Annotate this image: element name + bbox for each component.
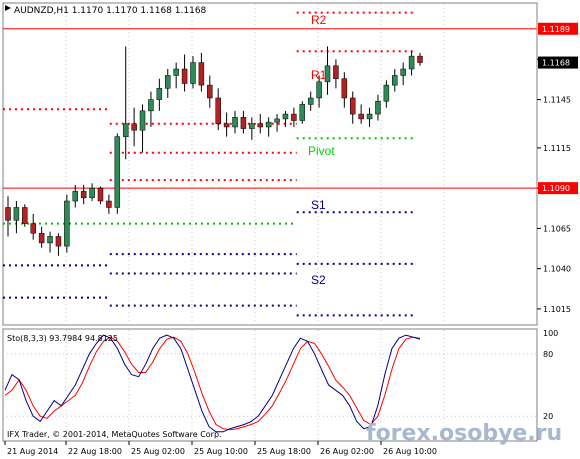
- candle-body: [30, 223, 36, 234]
- candle-body: [173, 68, 179, 76]
- candle-body: [80, 191, 87, 199]
- candle-body: [89, 187, 95, 199]
- price-axis[interactable]: 1.11701.11451.11151.10901.10651.10401.10…: [536, 3, 578, 325]
- price-tick-label: 1.1015: [543, 305, 571, 314]
- candle-body: [282, 113, 289, 120]
- time-tick-label: 26 Aug 02:00: [320, 447, 374, 456]
- candle-body: [190, 62, 196, 84]
- candle-body: [232, 117, 238, 128]
- candle-body: [38, 232, 45, 244]
- candle-body: [97, 187, 104, 202]
- chart-menu-arrow-icon[interactable]: [5, 5, 11, 11]
- candle-body: [114, 136, 121, 208]
- candle-body: [417, 55, 423, 63]
- stochastic-main-line: [4, 334, 421, 433]
- price-tag-label: 1.1090: [542, 184, 570, 193]
- candle-body: [358, 113, 364, 120]
- stochastic-signal-line: [4, 336, 421, 431]
- watermark-text: forex.osobye.ru: [366, 421, 562, 446]
- candle-body: [122, 123, 129, 137]
- candle-body: [240, 117, 247, 129]
- candle-body: [139, 110, 146, 131]
- candle-body: [156, 88, 163, 100]
- stochastic-tick-label: 80: [543, 350, 553, 359]
- stochastic-tick-label: 20: [543, 412, 553, 421]
- candle-body: [333, 65, 339, 79]
- stochastic-axis: 100 80 20: [536, 329, 558, 441]
- stochastic-series: [4, 334, 421, 433]
- time-tick-label: 25 Aug 10:00: [194, 447, 248, 456]
- level-label-r2: R2: [311, 13, 327, 27]
- candle-body: [408, 55, 415, 70]
- symbol-header: AUDNZD,H1 1.1170 1.1170 1.1168 1.1168: [14, 6, 207, 16]
- indicator-label: Sto(8,3,3) 93.7984 94.8125: [7, 334, 118, 343]
- price-tick-label: 1.1065: [543, 224, 571, 233]
- time-tick-label: 25 Aug 02:00: [131, 447, 185, 456]
- candle-body: [64, 200, 70, 247]
- level-label-s1: S1: [311, 198, 326, 212]
- candle-body: [165, 75, 171, 89]
- time-axis: 21 Aug 2014 22 Aug 18:00 25 Aug 02:00 25 Au…: [4, 441, 437, 456]
- candle-body: [215, 97, 221, 124]
- price-tag-label: 1.1168: [542, 59, 570, 68]
- candle-body: [265, 121, 272, 128]
- stochastic-tick-label: 100: [543, 329, 558, 338]
- candle-body: [383, 84, 390, 102]
- price-panel-frame: [2, 2, 538, 326]
- price-tag: [538, 22, 578, 35]
- level-label-s2: S2: [311, 273, 326, 287]
- candle-body: [47, 236, 53, 244]
- candle-body: [316, 81, 322, 99]
- price-grid: [65, 4, 445, 324]
- candle-body: [5, 207, 11, 221]
- candle-body: [207, 84, 213, 99]
- candle-body: [299, 104, 306, 121]
- candle-body: [148, 99, 154, 112]
- candle-body: [55, 236, 62, 247]
- candle-body: [375, 100, 381, 115]
- candle-body: [72, 191, 79, 202]
- candle-body: [324, 65, 331, 83]
- candle-body: [341, 78, 348, 99]
- price-tick-label: 1.1145: [543, 96, 571, 105]
- candle-body: [349, 97, 356, 115]
- candle-body: [392, 75, 398, 86]
- price-tag: [538, 56, 578, 69]
- level-label-r1: R1: [311, 68, 327, 82]
- candle-body: [307, 97, 314, 105]
- candle-body: [366, 113, 373, 120]
- candle-body: [22, 207, 28, 224]
- stochastic-grid: [3, 330, 537, 440]
- candle-body: [274, 118, 280, 123]
- candle-body: [223, 123, 230, 128]
- price-tick-label: 1.1115: [543, 144, 571, 153]
- price-tick-label: 1.1040: [543, 265, 571, 274]
- candle-body: [106, 200, 112, 208]
- time-tick-label: 25 Aug 18:00: [257, 447, 311, 456]
- candle-body: [181, 68, 188, 84]
- candlestick-series: [5, 46, 423, 256]
- price-tag-label: 1.1189: [542, 25, 570, 34]
- candle-body: [400, 68, 406, 76]
- candle-body: [198, 62, 205, 86]
- candle-body: [249, 123, 255, 129]
- copyright-text: IFX Trader, © 2001-2014, MetaQuotes Soft…: [7, 430, 222, 439]
- time-tick-label: 26 Aug 10:00: [383, 447, 437, 456]
- candle-body: [131, 123, 137, 131]
- price-tag: [538, 182, 578, 195]
- candle-body: [291, 113, 297, 121]
- time-tick-label: 22 Aug 18:00: [68, 447, 122, 456]
- candle-body: [257, 123, 263, 128]
- candle-body: [13, 207, 20, 221]
- level-label-pivot: Pivot: [308, 144, 335, 158]
- time-tick-label: 21 Aug 2014: [7, 447, 58, 456]
- pivot-levels: [3, 11, 537, 317]
